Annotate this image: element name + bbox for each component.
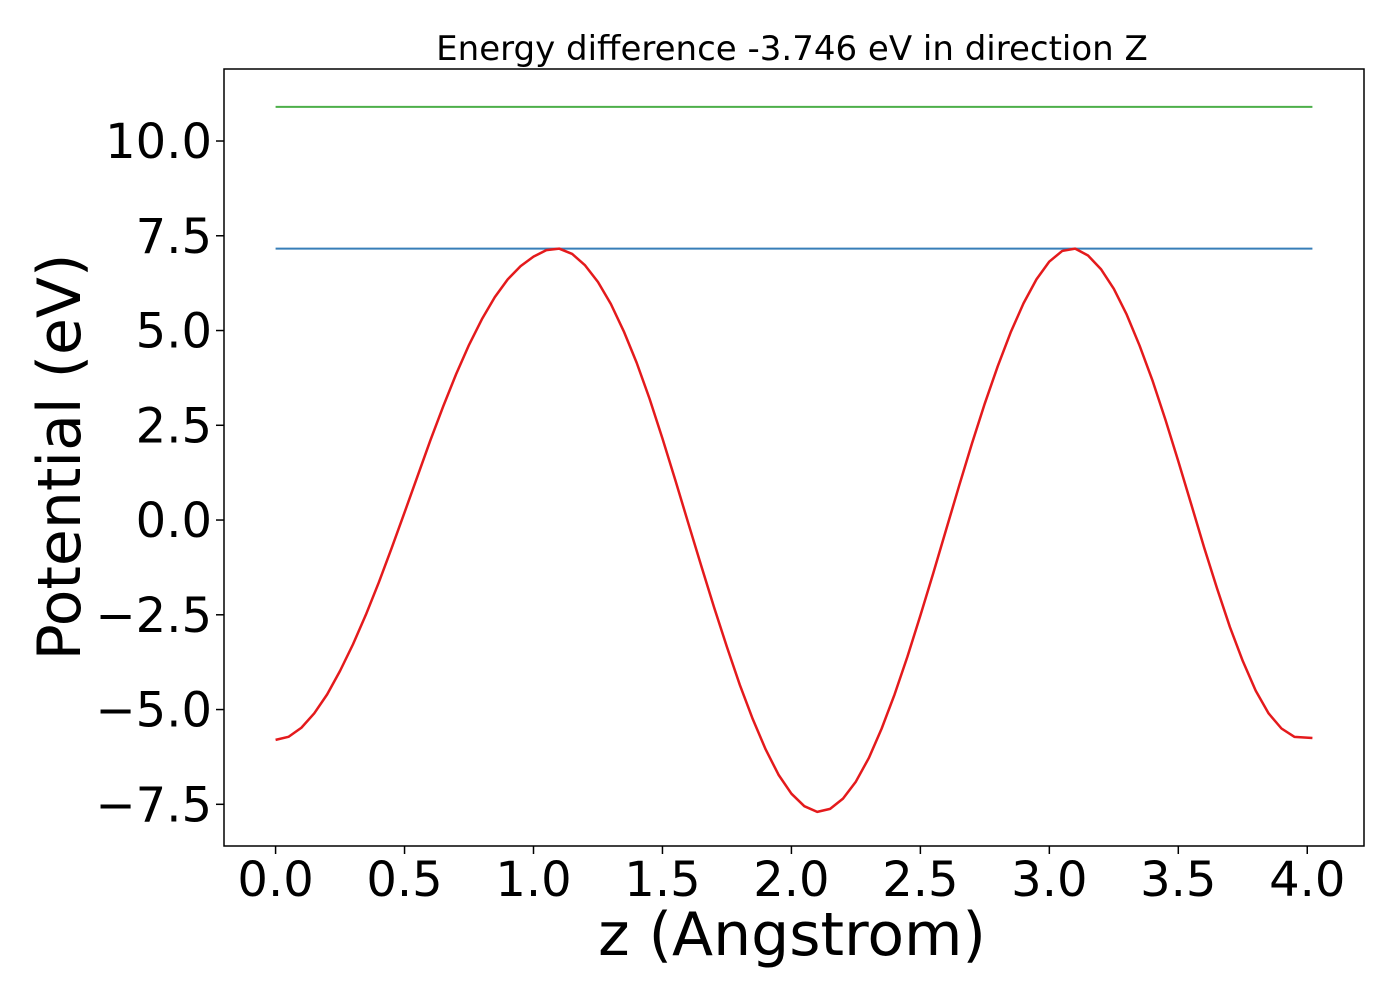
- x-tick-label: 2.0: [753, 852, 829, 908]
- y-axis-label: Potential (eV): [25, 254, 95, 661]
- axis-ticks: 0.0 0.5 1.0 1.5 2.0 2.5 3.0 3.5 4.0 −7.5 −5.0 −2.5 0…: [95, 114, 1345, 908]
- x-tick-label: 1.5: [624, 852, 700, 908]
- y-tick-label: −5.0: [95, 683, 212, 739]
- x-tick-label: 0.5: [366, 852, 442, 908]
- y-tick-label: 10.0: [105, 114, 212, 170]
- y-tick-label: 7.5: [136, 209, 212, 265]
- chart-title: Energy difference -3.746 eV in direction…: [436, 29, 1148, 69]
- y-tick-label: −7.5: [95, 777, 212, 833]
- y-tick-label: 0.0: [136, 493, 212, 549]
- plot-frame: [223, 68, 1365, 847]
- potential-curve: [275, 247, 1313, 814]
- x-tick-label: 3.0: [1011, 852, 1087, 908]
- x-axis-label: z (Angstrom): [598, 900, 986, 970]
- y-tick-label: 5.0: [136, 304, 212, 360]
- x-tick-label: 2.5: [882, 852, 958, 908]
- x-tick-label: 0.0: [237, 852, 313, 908]
- x-tick-label: 3.5: [1140, 852, 1216, 908]
- plot-marks: [275, 105, 1313, 814]
- y-tick-label: −2.5: [95, 588, 212, 644]
- x-tick-label: 1.0: [495, 852, 571, 908]
- y-tick-label: 2.5: [136, 398, 212, 454]
- x-tick-label: 4.0: [1269, 852, 1345, 908]
